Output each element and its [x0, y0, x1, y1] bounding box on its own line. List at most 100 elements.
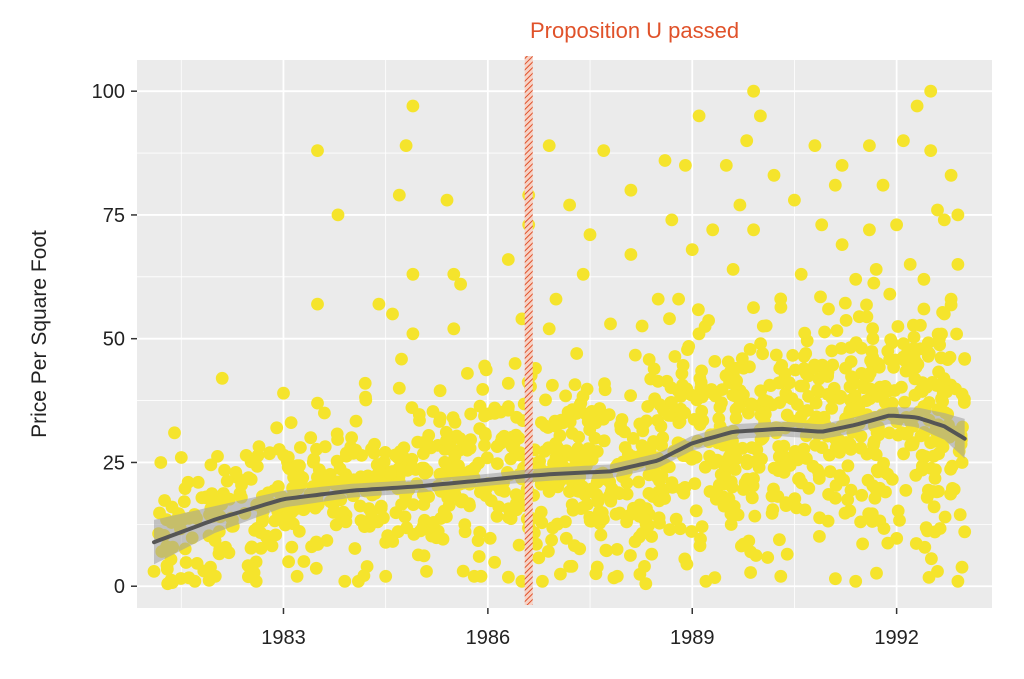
data-point [563, 560, 576, 573]
data-point [205, 487, 219, 501]
data-point [839, 314, 853, 327]
data-point [748, 509, 762, 523]
data-point [270, 421, 284, 435]
data-point [277, 448, 291, 462]
data-point [686, 449, 700, 463]
data-point [665, 476, 679, 490]
data-point [928, 472, 942, 485]
data-point [348, 542, 362, 555]
data-point [917, 302, 931, 316]
data-point [825, 402, 839, 415]
data-point [395, 352, 408, 366]
data-point [867, 354, 881, 367]
data-point [190, 557, 204, 570]
data-point [420, 565, 433, 578]
data-point [866, 322, 879, 336]
data-point [689, 504, 703, 518]
data-point [821, 388, 835, 401]
data-point [504, 452, 518, 466]
data-point [676, 378, 689, 392]
data-point [709, 485, 722, 499]
data-point [669, 512, 683, 526]
data-point [614, 418, 627, 432]
data-point [761, 551, 775, 564]
data-point [311, 396, 324, 410]
data-point [801, 404, 814, 417]
data-point [509, 500, 522, 514]
data-point [168, 426, 181, 440]
annotation-label: Proposition U passed [530, 18, 739, 43]
data-point [843, 438, 857, 451]
data-point [536, 574, 549, 588]
data-point [879, 485, 892, 499]
data-point [797, 442, 811, 456]
data-point [645, 547, 659, 561]
data-point [788, 363, 802, 377]
data-point [685, 525, 698, 538]
data-point [345, 431, 358, 445]
data-point [235, 478, 248, 492]
data-point [479, 429, 492, 442]
data-point [867, 438, 880, 452]
data-point [783, 459, 797, 472]
data-point [893, 514, 906, 527]
y-tick-label: 0 [114, 576, 125, 598]
data-point [860, 310, 874, 324]
data-point [866, 332, 880, 345]
data-point [668, 350, 682, 363]
data-point [406, 327, 420, 341]
data-point [433, 411, 447, 425]
data-point [694, 381, 708, 395]
data-point [512, 538, 526, 552]
data-point [710, 453, 724, 467]
data-point [829, 572, 842, 586]
data-point [461, 439, 475, 453]
data-point [860, 298, 873, 312]
data-point [767, 461, 781, 475]
data-point [944, 487, 957, 501]
data-point [675, 483, 689, 496]
data-point [430, 531, 443, 545]
data-point [338, 472, 352, 486]
data-point [188, 574, 202, 588]
data-point [405, 461, 419, 474]
data-point [501, 253, 515, 266]
data-point [378, 446, 392, 459]
data-point [386, 307, 399, 321]
data-point [653, 474, 666, 488]
data-point [730, 374, 743, 388]
data-point [147, 565, 161, 578]
data-point [924, 436, 937, 450]
data-point [563, 198, 576, 212]
data-point [560, 444, 573, 458]
data-point [867, 276, 881, 290]
data-point [581, 415, 595, 428]
data-point [447, 267, 461, 281]
data-point [745, 490, 759, 504]
data-point [161, 577, 175, 591]
data-point [802, 390, 815, 403]
data-point [909, 468, 923, 482]
data-point [951, 258, 965, 271]
data-point [754, 337, 767, 350]
data-point [383, 466, 397, 480]
data-point [769, 348, 783, 362]
data-point [311, 297, 324, 311]
data-point [854, 441, 868, 455]
data-point [933, 522, 947, 535]
data-point [728, 463, 742, 476]
data-point [863, 223, 876, 237]
data-point [940, 385, 954, 399]
data-point [372, 465, 386, 479]
x-tick-label: 1989 [670, 627, 715, 649]
data-point [427, 516, 440, 529]
data-point [871, 465, 885, 479]
data-point [727, 499, 741, 513]
data-point [813, 530, 826, 543]
data-point [748, 455, 762, 468]
data-point [414, 524, 427, 538]
data-point [708, 355, 722, 368]
data-point [780, 547, 794, 561]
data-point [658, 492, 671, 505]
data-point [930, 379, 943, 392]
